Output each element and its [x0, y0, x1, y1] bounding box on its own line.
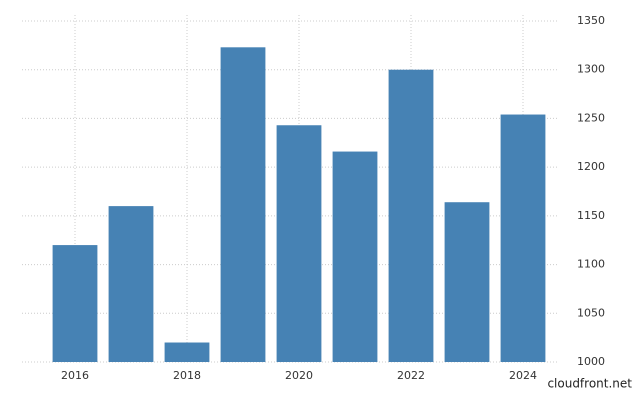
bar: [164, 342, 210, 362]
x-tick-label: 2020: [285, 369, 313, 382]
y-tick-label: 1150: [577, 209, 605, 222]
x-tick-label: 2016: [61, 369, 89, 382]
y-tick-label: 1200: [577, 160, 605, 173]
y-tick-label: 1350: [577, 14, 605, 27]
y-tick-label: 1050: [577, 306, 605, 319]
bar: [276, 125, 322, 363]
y-tick-label: 1300: [577, 63, 605, 76]
x-tick-label: 2022: [397, 369, 425, 382]
y-tick-label: 1250: [577, 111, 605, 124]
watermark: cloudfront.net: [547, 377, 632, 391]
bar: [500, 114, 546, 362]
bar: [444, 202, 490, 362]
y-tick-label: 1000: [577, 355, 605, 368]
x-tick-label: 2024: [509, 369, 537, 382]
x-tick-label: 2018: [173, 369, 201, 382]
bar: [388, 69, 434, 362]
bar: [220, 47, 266, 362]
y-tick-label: 1100: [577, 258, 605, 271]
bar: [108, 206, 154, 362]
bar: [332, 151, 378, 362]
bar: [52, 245, 98, 362]
